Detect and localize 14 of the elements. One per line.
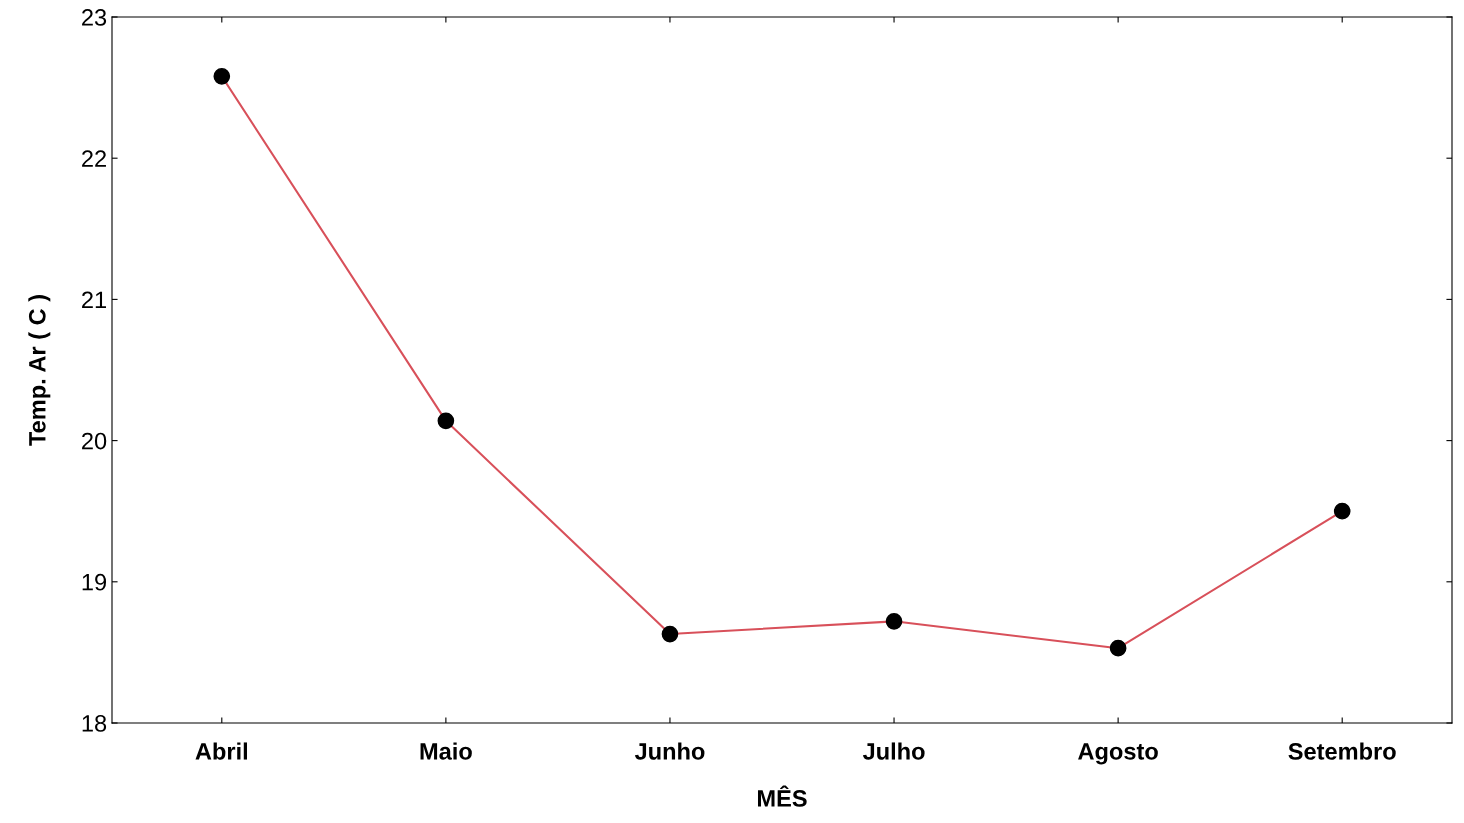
x-tick-label: Maio [420,742,472,760]
y-axis-title: Temp. Ar ( C ) [28,295,51,446]
x-tick-label: Abril [195,742,248,760]
x-axis-title: MÊS [758,785,807,807]
x-tick-label: Junho [634,742,705,760]
y-tick-label: 19 [82,573,107,591]
x-tick-label: Agosto [1078,743,1158,765]
y-tick-label: 21 [82,291,106,308]
x-tick-label: Setembro [1288,742,1396,760]
y-tick-label: 23 [82,9,107,26]
y-tick-label: 22 [82,150,106,167]
y-tick-label: 18 [82,715,107,732]
x-tick-label: Julho [862,742,925,760]
y-tick-label: 20 [82,432,107,450]
